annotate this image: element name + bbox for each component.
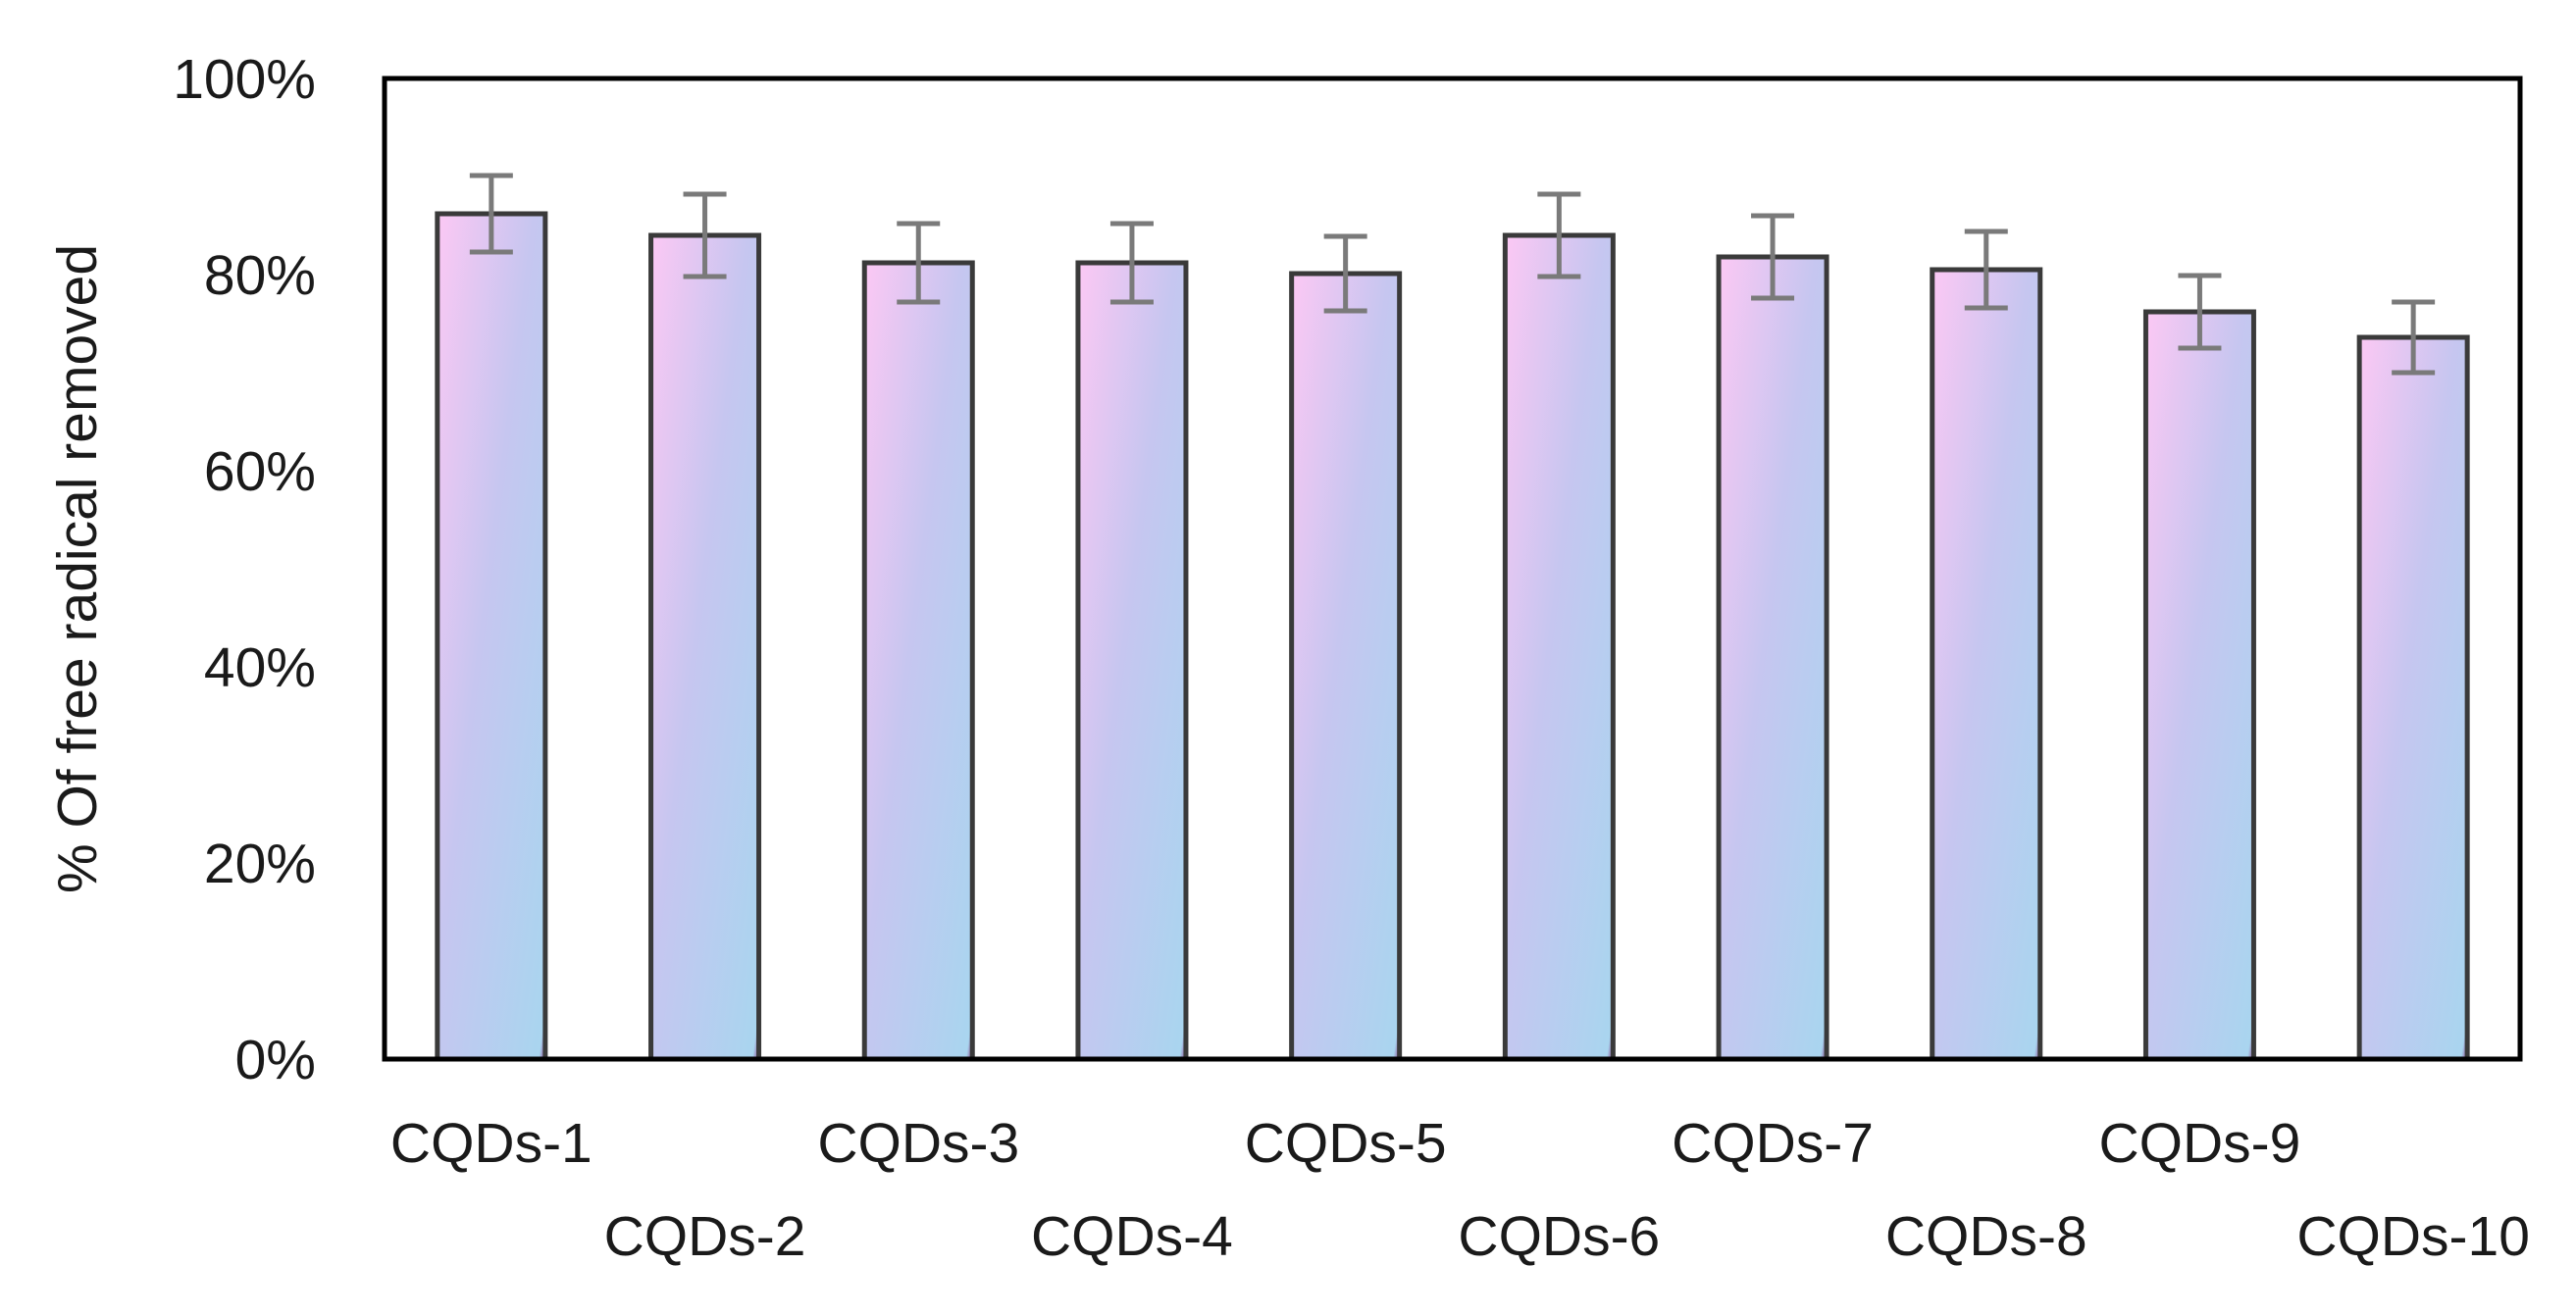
y-tick-label: 20% — [204, 833, 316, 895]
y-axis: 0% 20% 40% 60% 80% 100% — [173, 48, 316, 1091]
x-tick-label: CQDs-1 — [390, 1112, 592, 1175]
x-tick-label: CQDs-8 — [1885, 1205, 2087, 1268]
bar-cqds-4 — [1075, 260, 1189, 1062]
y-tick-label: 40% — [204, 636, 316, 699]
x-tick-label: CQDs-3 — [817, 1112, 1019, 1175]
x-tick-label: CQDs-6 — [1458, 1205, 1660, 1268]
error-bar-cqds-3 — [897, 221, 941, 305]
error-bar-cqds-4 — [1109, 221, 1154, 305]
y-tick-label: 60% — [204, 440, 316, 503]
bar-cqds-7 — [1716, 254, 1829, 1062]
bar-cqds-6 — [1502, 232, 1616, 1062]
bar-series — [435, 211, 2470, 1062]
y-tick-label: 0% — [235, 1029, 316, 1091]
x-tick-label: CQDs-10 — [2296, 1205, 2530, 1268]
error-bar-cqds-8 — [1964, 228, 2008, 311]
bar-cqds-3 — [861, 260, 975, 1062]
error-bar-cqds-1 — [469, 173, 513, 255]
bar-cqds-9 — [2142, 309, 2256, 1062]
x-tick-label: CQDs-9 — [2099, 1112, 2301, 1175]
y-tick-label: 80% — [204, 244, 316, 307]
error-bar-cqds-10 — [2392, 299, 2436, 376]
bar-cqds-10 — [2356, 334, 2470, 1062]
bar-cqds-8 — [1930, 267, 2043, 1062]
bar-cqds-5 — [1289, 271, 1403, 1062]
error-bar-cqds-5 — [1323, 233, 1367, 314]
x-axis: CQDs-1CQDs-2CQDs-3CQDs-4CQDs-5CQDs-6CQDs… — [390, 1112, 2530, 1268]
error-bar-cqds-7 — [1751, 213, 1795, 301]
error-bar-cqds-9 — [2178, 273, 2222, 351]
y-axis-title: % Of free radical removed — [46, 244, 109, 893]
x-tick-label: CQDs-7 — [1672, 1112, 1874, 1175]
y-tick-label: 100% — [173, 48, 316, 111]
error-bar-cqds-6 — [1537, 191, 1581, 279]
plot-frame — [382, 76, 2523, 1062]
x-tick-label: CQDs-2 — [604, 1205, 806, 1268]
x-tick-label: CQDs-4 — [1031, 1205, 1233, 1268]
x-tick-label: CQDs-5 — [1245, 1112, 1447, 1175]
bar-cqds-1 — [435, 211, 548, 1062]
error-bar-cqds-2 — [683, 191, 727, 279]
bar-cqds-2 — [648, 232, 762, 1062]
error-bars — [469, 173, 2436, 376]
